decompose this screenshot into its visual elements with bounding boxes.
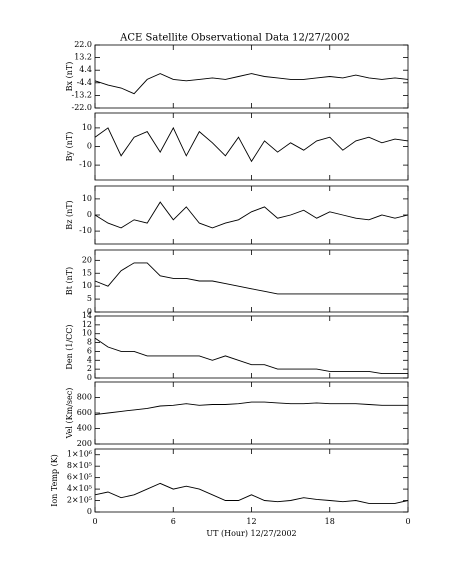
y-axis-label: Vel (Km/sec)	[65, 388, 74, 440]
data-line	[94, 482, 409, 504]
y-tick-label: -22.0	[71, 103, 92, 112]
y-tick-label: 1×10⁶	[67, 450, 92, 459]
x-tick-label: 0	[92, 517, 97, 526]
panel-frame	[94, 381, 409, 445]
y-tick-label: 0	[87, 210, 92, 219]
panel-frame	[94, 249, 409, 313]
panel-frame	[94, 315, 409, 379]
panel-frame	[94, 448, 409, 513]
data-line	[94, 126, 409, 163]
data-line	[94, 401, 408, 416]
y-tick-label: 10	[82, 123, 92, 132]
y-axis-label: By (nT)	[65, 132, 74, 162]
y-tick-label: 600	[77, 408, 92, 417]
y-axis-label: Bz (nT)	[65, 200, 74, 229]
y-tick-label: 0	[87, 373, 92, 382]
y-tick-label: 0	[87, 507, 92, 516]
panel-frame	[94, 112, 409, 181]
x-tick-label: 0	[405, 517, 410, 526]
y-tick-label: 4×10⁵	[67, 484, 92, 493]
y-tick-label: -10	[79, 160, 92, 169]
y-tick-label: 15	[82, 268, 92, 277]
y-tick-label: 10	[82, 281, 92, 290]
y-axis-label: Bx (nT)	[65, 62, 74, 92]
y-tick-label: 8×10⁵	[67, 461, 92, 470]
y-tick-label: 800	[77, 393, 92, 402]
y-tick-label: 13.2	[74, 53, 92, 62]
y-tick-label: 20	[82, 255, 92, 264]
data-line	[94, 201, 409, 229]
y-tick-label: 0	[87, 307, 92, 316]
y-tick-label: 6	[87, 346, 92, 355]
y-tick-label: -4.4	[77, 78, 92, 87]
y-tick-label: 8	[87, 338, 92, 347]
y-axis-label: Den (1/CC)	[65, 324, 74, 369]
y-tick-label: 12	[82, 320, 92, 329]
chart-title: ACE Satellite Observational Data 12/27/2…	[119, 33, 350, 44]
data-line	[94, 337, 408, 375]
y-tick-label: 0	[87, 142, 92, 151]
y-tick-label: 2×10⁵	[67, 496, 92, 505]
y-tick-label: 4.4	[79, 65, 92, 74]
y-tick-label: 6×10⁵	[67, 473, 92, 482]
y-tick-label: 400	[77, 424, 92, 433]
y-tick-label: -13.2	[71, 90, 92, 99]
y-tick-label: 22.0	[74, 40, 92, 49]
y-axis-label: Ion Temp (K)	[50, 454, 59, 507]
y-tick-label: 5	[87, 294, 92, 303]
x-tick-label: 18	[325, 517, 335, 526]
x-axis-label: UT (Hour) 12/27/2002	[206, 529, 296, 538]
y-tick-label: 2	[87, 364, 92, 373]
y-tick-label: 14	[82, 311, 92, 320]
y-tick-label: 10	[82, 194, 92, 203]
panel-frame	[94, 185, 409, 245]
y-tick-label: 4	[87, 355, 92, 364]
x-tick-label: 12	[246, 517, 256, 526]
x-tick-label: 6	[171, 517, 176, 526]
y-axis-label: Bt (nT)	[65, 267, 74, 295]
y-tick-label: 10	[82, 329, 92, 338]
data-line	[94, 73, 409, 95]
y-tick-label: -10	[79, 226, 92, 235]
data-line	[94, 262, 408, 295]
y-tick-label: 200	[77, 439, 92, 448]
